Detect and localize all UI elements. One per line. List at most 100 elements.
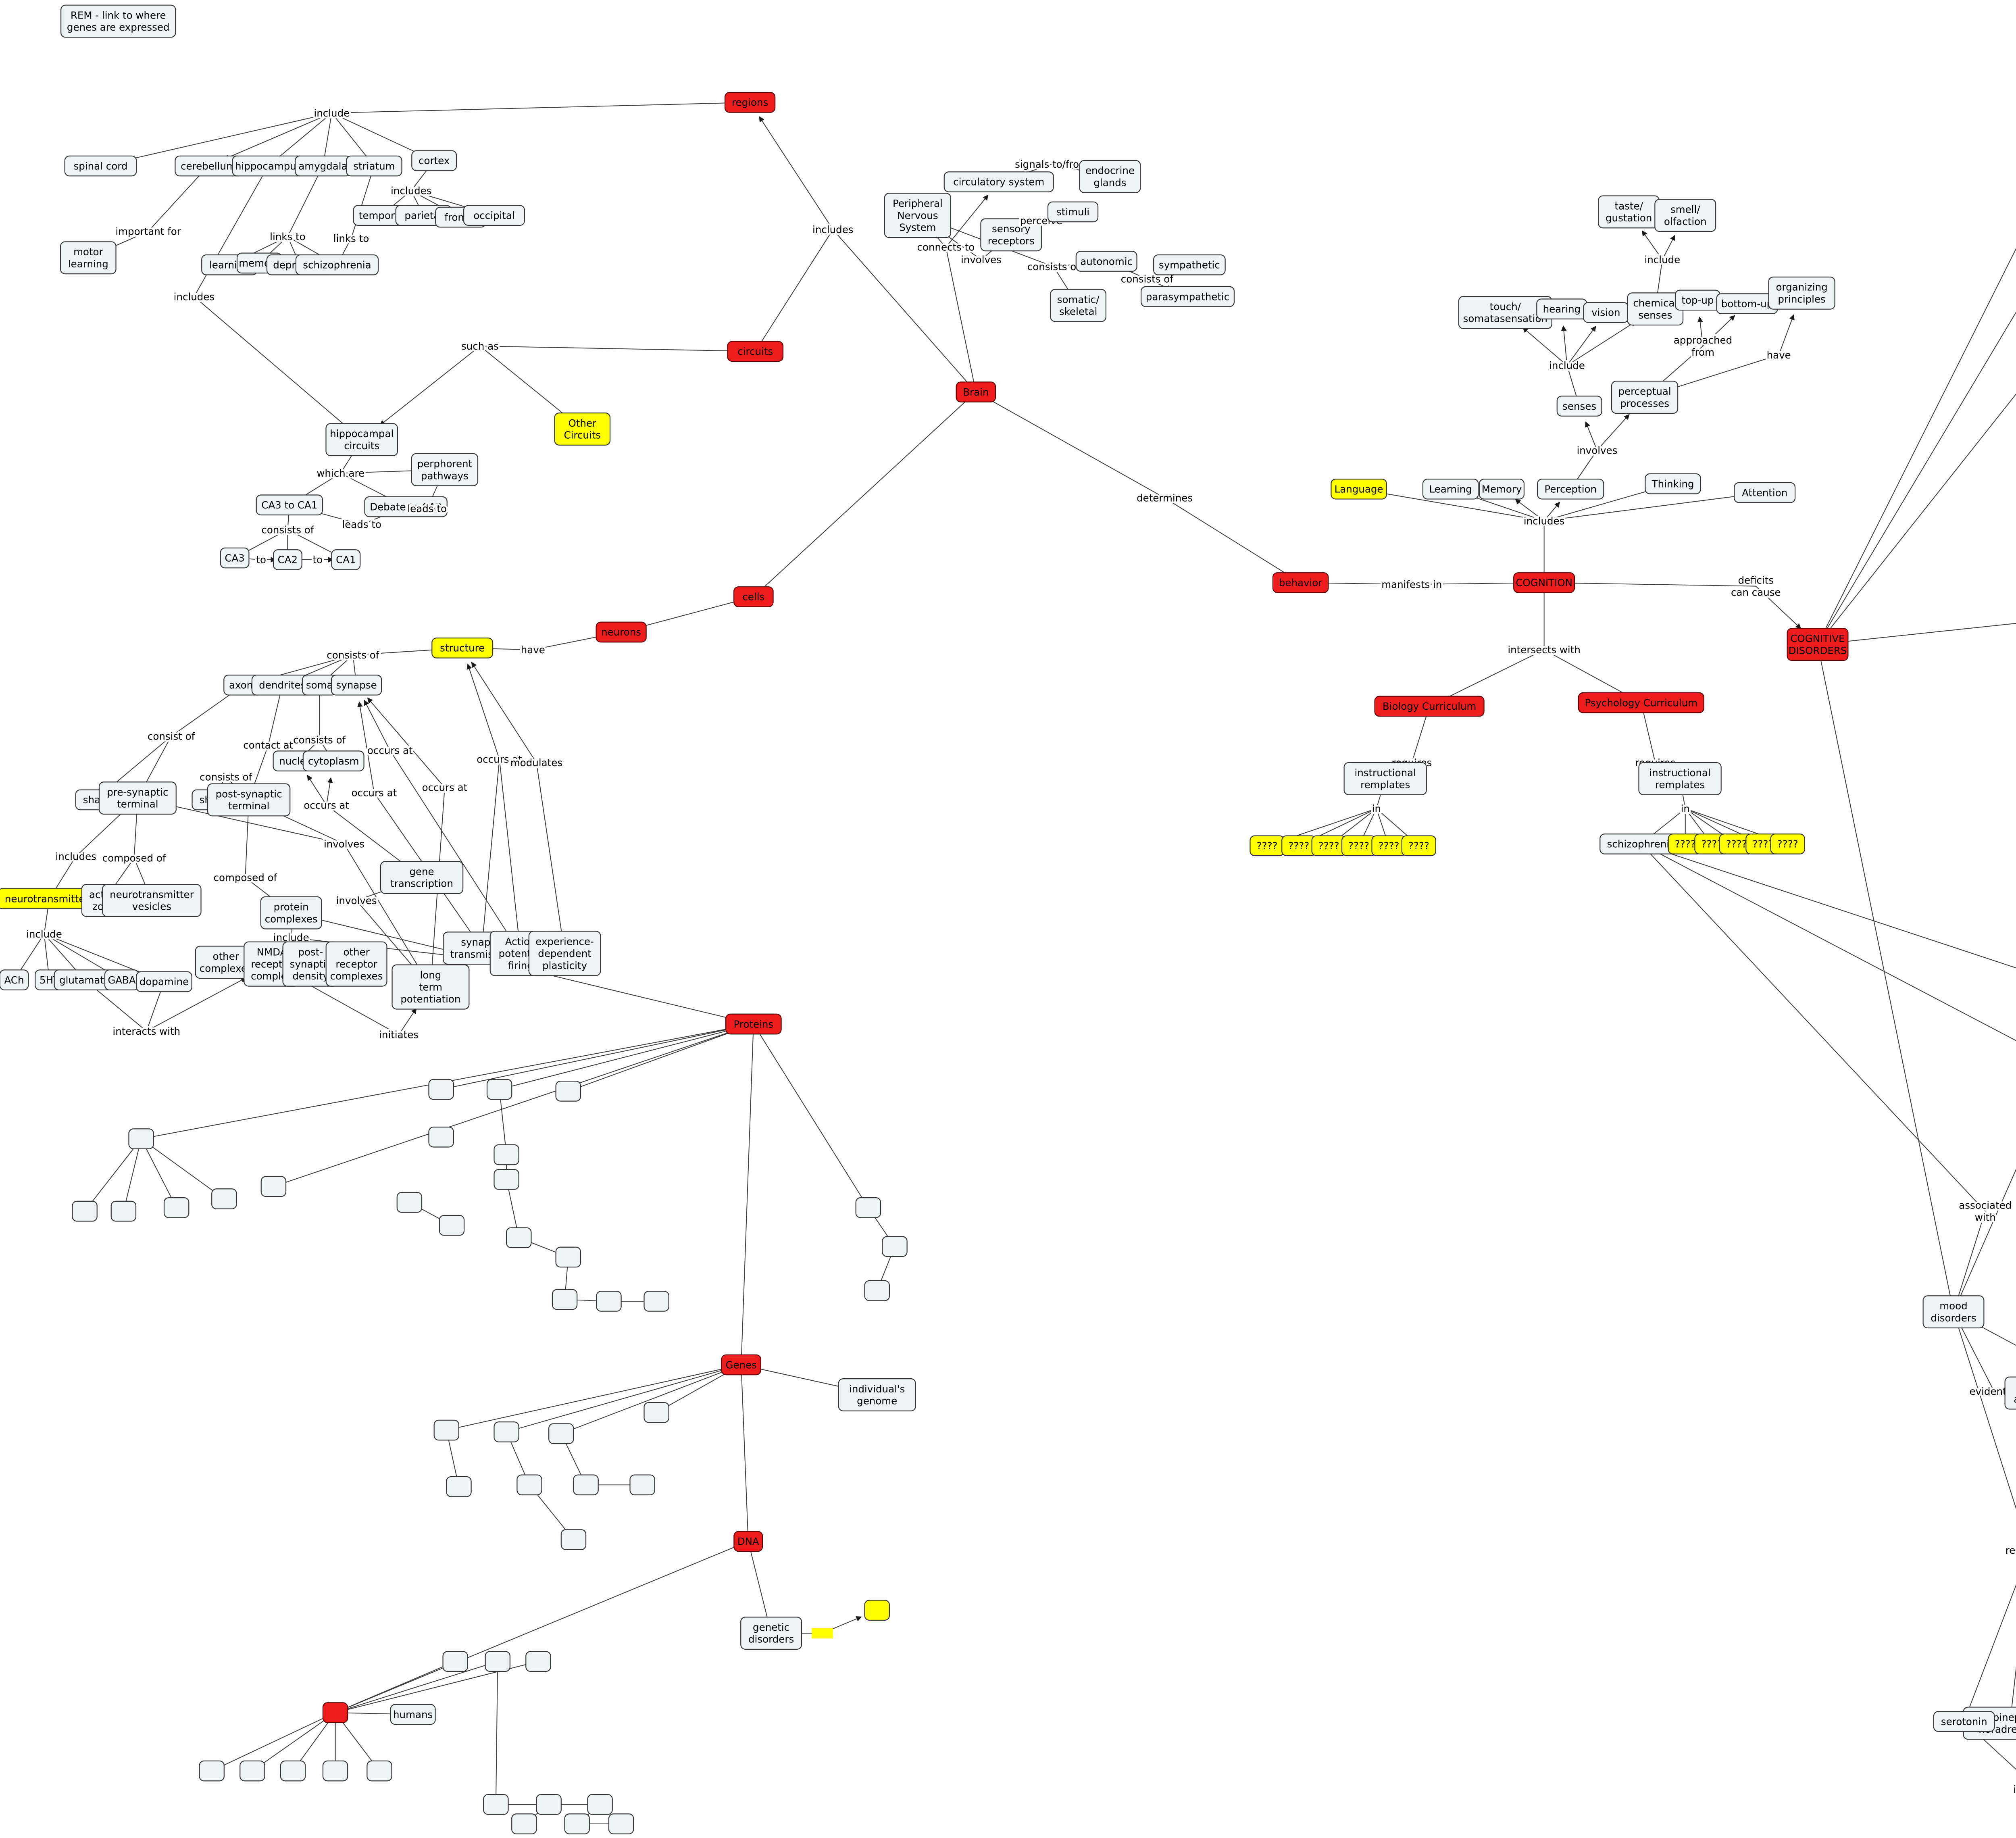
concept-node-sero3[interactable]: serotonin: [1933, 1711, 1995, 1732]
concept-node-d1[interactable]: genetic disorders: [740, 1617, 802, 1650]
concept-node-c11[interactable]: CA3: [220, 547, 250, 569]
concept-node-p9[interactable]: [506, 1227, 532, 1248]
link-phrase-consof3[interactable]: consists of: [292, 732, 348, 748]
concept-node-s7[interactable]: [322, 1760, 348, 1782]
concept-node-q4[interactable]: ????: [1341, 835, 1377, 856]
concept-node-presyn[interactable]: pre-synaptic terminal: [98, 781, 177, 815]
concept-node-c13[interactable]: CA1: [331, 549, 361, 570]
concept-node-ltp[interactable]: long term potentiation: [392, 964, 470, 1010]
concept-node-othrec[interactable]: other receptor complexes: [325, 941, 387, 987]
concept-node-attn[interactable]: Attention: [1734, 482, 1796, 503]
concept-node-percproc[interactable]: perceptual processes: [1611, 381, 1679, 414]
concept-node-othcomp[interactable]: other complexes: [195, 946, 257, 979]
concept-node-postsyn[interactable]: post-synaptic terminal: [207, 783, 291, 817]
link-phrase-cons1[interactable]: consists of: [1025, 259, 1082, 275]
concept-node-legend[interactable]: REM - link to where genes are expressed: [60, 4, 176, 38]
concept-node-c12[interactable]: CA2: [273, 549, 302, 570]
concept-node-s3[interactable]: [525, 1651, 551, 1672]
concept-node-smell[interactable]: smell/olfaction: [1654, 199, 1716, 232]
link-phrase-ylab[interactable]: [812, 1628, 833, 1639]
concept-node-c6[interactable]: CA3 to CA1: [256, 494, 323, 516]
link-phrase-whichinc[interactable]: whichinclude: [2012, 1770, 2016, 1797]
concept-node-regions[interactable]: regions: [724, 92, 776, 113]
link-phrase-manif[interactable]: manifests in: [1380, 577, 1444, 592]
concept-node-bioc[interactable]: Biology Curriculum: [1374, 696, 1485, 717]
concept-node-cog[interactable]: COGNITION: [1513, 572, 1575, 593]
concept-node-r3[interactable]: [864, 1280, 890, 1301]
concept-node-cytop[interactable]: cytoplasm: [302, 750, 364, 771]
concept-node-dna[interactable]: DNA: [733, 1531, 763, 1552]
concept-node-it1[interactable]: instructional remplates: [1343, 762, 1427, 795]
concept-node-c1[interactable]: hippocampal circuits: [325, 423, 398, 456]
concept-node-psd[interactable]: post-synaptic density: [282, 941, 339, 987]
link-phrase-sig[interactable]: signals to/from: [1013, 157, 1091, 172]
concept-node-genetr[interactable]: gene transcription: [380, 861, 464, 894]
link-phrase-determ[interactable]: determines: [1135, 490, 1195, 506]
concept-node-p5[interactable]: [494, 1144, 519, 1165]
concept-node-gaba[interactable]: GABA: [104, 969, 140, 990]
concept-node-p16[interactable]: [110, 1200, 137, 1222]
concept-node-a20[interactable]: schizophrenia: [295, 254, 379, 275]
concept-node-p6[interactable]: [494, 1169, 519, 1190]
concept-node-g6[interactable]: [573, 1474, 599, 1496]
concept-node-s8[interactable]: [367, 1760, 392, 1782]
concept-node-a5[interactable]: amygdala: [295, 155, 351, 177]
link-phrase-a21[interactable]: includes: [172, 289, 216, 304]
link-phrase-c2[interactable]: such as: [460, 339, 501, 354]
link-phrase-modul[interactable]: modulates: [509, 755, 564, 771]
concept-node-endo[interactable]: endocrine glands: [1079, 160, 1141, 193]
link-phrase-occ4[interactable]: occurs at: [420, 780, 469, 795]
concept-node-s11[interactable]: [587, 1794, 613, 1815]
concept-node-s1[interactable]: [442, 1651, 468, 1672]
concept-node-p18[interactable]: [211, 1188, 237, 1209]
link-phrase-relatedto[interactable]: related to: [2004, 1543, 2016, 1558]
concept-node-s10[interactable]: [536, 1794, 562, 1815]
link-phrase-haveO[interactable]: have: [1765, 347, 1793, 363]
concept-node-glut[interactable]: glutamate: [54, 969, 116, 990]
concept-node-s13[interactable]: [564, 1813, 590, 1834]
concept-node-c3[interactable]: Other Circuits: [554, 413, 611, 446]
link-phrase-occ1[interactable]: occurs at: [366, 743, 415, 758]
link-phrase-occ2[interactable]: occurs at: [350, 785, 399, 800]
concept-node-ach[interactable]: ACh: [0, 969, 29, 990]
link-phrase-c15[interactable]: to: [311, 552, 324, 567]
concept-node-cellsR[interactable]: cells: [733, 586, 774, 607]
concept-node-vis[interactable]: vision: [1583, 302, 1629, 323]
concept-node-circuits[interactable]: circuits: [727, 341, 784, 362]
concept-node-r2[interactable]: [882, 1236, 908, 1257]
concept-node-ntves[interactable]: neurotransmitter vesicles: [102, 884, 202, 917]
link-phrase-inc2[interactable]: includes: [811, 222, 855, 238]
concept-node-q1[interactable]: ????: [1250, 835, 1285, 856]
concept-node-spR[interactable]: [322, 1702, 348, 1723]
link-phrase-occ3[interactable]: occurs at: [302, 798, 351, 813]
link-phrase-c4[interactable]: which are: [315, 466, 367, 481]
link-phrase-compof2[interactable]: composed of: [212, 870, 279, 885]
concept-node-pns[interactable]: Peripheral Nervous System: [884, 193, 952, 238]
link-phrase-a16[interactable]: links to: [331, 231, 371, 246]
link-phrase-invL[interactable]: involves: [959, 252, 1004, 267]
concept-node-q9[interactable]: ????: [1719, 834, 1754, 854]
link-phrase-a1[interactable]: include: [312, 106, 352, 121]
concept-node-dopa4[interactable]: dopamine: [136, 971, 192, 992]
concept-node-q2[interactable]: ????: [1281, 835, 1316, 856]
concept-node-q5[interactable]: ????: [1371, 835, 1406, 856]
concept-node-genes[interactable]: Genes: [721, 1354, 761, 1375]
concept-node-somaN[interactable]: soma: [302, 675, 337, 696]
concept-node-p17[interactable]: [163, 1197, 190, 1218]
concept-node-protcomp[interactable]: protein complexes: [260, 896, 322, 929]
concept-node-dendr[interactable]: dendrites: [251, 675, 313, 696]
link-phrase-involv2[interactable]: involves: [334, 893, 379, 908]
concept-node-c7[interactable]: Debate to CA3: [364, 496, 448, 517]
link-phrase-involv1[interactable]: involves: [322, 836, 367, 852]
concept-node-think[interactable]: Thinking: [1645, 473, 1701, 494]
concept-node-g8[interactable]: [560, 1529, 587, 1550]
link-phrase-invP[interactable]: involves: [1575, 443, 1619, 458]
concept-node-a14[interactable]: motor learning: [60, 241, 117, 275]
concept-node-sens[interactable]: sensory receptors: [980, 218, 1042, 252]
link-phrase-incS[interactable]: include: [1547, 358, 1587, 373]
concept-node-touch[interactable]: touch/somatasensation: [1458, 296, 1552, 329]
concept-node-auto[interactable]: autonomic: [1075, 251, 1137, 272]
concept-node-g3[interactable]: [548, 1423, 574, 1444]
link-phrase-interacts[interactable]: interacts with: [111, 1023, 182, 1039]
concept-node-lrn[interactable]: Learning: [1422, 479, 1479, 500]
